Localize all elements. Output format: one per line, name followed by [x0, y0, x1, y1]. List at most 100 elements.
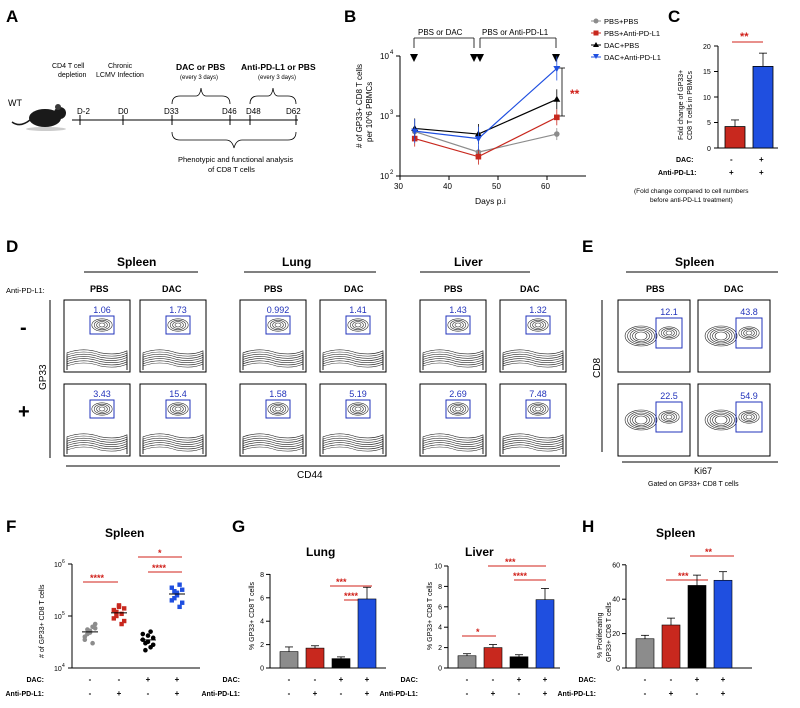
d-tissue-lung: Lung [282, 255, 311, 269]
b-xtick-3: 60 [541, 182, 550, 191]
tp-d33: D33 [164, 107, 179, 116]
h-bars-group [635, 571, 733, 669]
c-pd-label: Anti-PD-L1: [658, 170, 697, 177]
f-points-group [82, 582, 185, 653]
f-dac-label: DAC: [27, 677, 45, 684]
d-facs-minus-4-contour-g3 [447, 318, 469, 332]
event-depletion-2: depletion [58, 72, 87, 79]
e-facs-bottom-0-frame [617, 383, 691, 457]
g-liver-ytick-4: 8 [438, 584, 442, 591]
c-ytick-3: 15 [703, 69, 711, 76]
d-facs-minus-2-contour-5 [242, 351, 304, 370]
tp-d46: D46 [222, 107, 237, 116]
g-lung-sig-0: *** [336, 577, 347, 587]
e-facs-bottom-0-gate [655, 401, 683, 433]
d-yaxis: GP33 [38, 364, 49, 390]
b-legend-1: PBS+Anti-PD-L1 [604, 29, 660, 38]
d-facs-minus-2-gate [265, 315, 291, 335]
f-point-1-9 [122, 606, 127, 611]
d-facs-minus-0-contour-g3 [91, 318, 113, 332]
d-facs-minus-4-contour-2 [422, 358, 484, 370]
tp-dm2: D-2 [77, 107, 90, 116]
treat1-sub: (every 3 days) [180, 75, 218, 81]
d-facs-minus-2-gate-value: 0.992 [267, 305, 290, 315]
d-facs-plus-4-contour-g3 [447, 402, 469, 416]
d-facs-plus-4-contour-2 [422, 442, 484, 454]
c-pd-0: + [729, 168, 734, 177]
c-dac-1: + [759, 155, 764, 164]
d-facs-plus-5-contour-1 [502, 444, 564, 454]
d-facs-plus-2-contour-1 [242, 444, 304, 454]
d-facs-minus-2-contour-1 [242, 360, 304, 370]
d-facs-plus-1-gate-value: 15.4 [169, 389, 187, 399]
mouse-icon [11, 104, 66, 131]
analysis-2: of CD8 T cells [208, 165, 255, 174]
c-significance: ** [740, 31, 749, 43]
c-ytick-0: 0 [707, 146, 711, 153]
e-facs-top-0-contour-a4 [624, 325, 658, 347]
g-liver-ytick-0: 0 [438, 666, 442, 673]
e-facs-top-1-contour-a0 [714, 331, 728, 341]
g-liver-dac-2: + [517, 675, 522, 684]
d-cond-3: DAC [344, 284, 364, 294]
e-facs-bottom-1-contour-a0 [714, 415, 728, 425]
d-facs-plus-4-contour-4 [422, 437, 484, 454]
d-facs-plus-4-contour-6 [422, 433, 484, 454]
f-yexp-2: 4 [62, 663, 65, 669]
b-ytick-0: 10 [380, 52, 389, 61]
e-facs-top-0-contour-a2 [629, 328, 653, 344]
b-point-2-2 [553, 95, 561, 102]
d-facs-minus-4-contour-1 [422, 360, 484, 370]
d-facs-plus-3-gate-value: 5.19 [349, 389, 367, 399]
c-ylabel-2: CD8 T cells in PBMCs [687, 71, 694, 140]
tp-d48: D48 [246, 107, 261, 116]
d-facs-plus-5-contour-4 [502, 437, 564, 454]
b-ytick-1: 10 [380, 112, 389, 121]
d-facs-plus-0-contour-0 [66, 446, 128, 454]
d-facs-minus-0-gate-value: 1.06 [93, 305, 111, 315]
d-facs-plus-0-contour-g1 [96, 405, 108, 413]
g-lung-dac-1: - [314, 675, 317, 684]
g-liver-title: Liver [465, 545, 494, 559]
d-facs-plus-5-contour-g1 [532, 405, 544, 413]
panel-letter-f: F [6, 517, 16, 536]
panel-letter-d: D [6, 237, 18, 256]
d-facs-minus-4-contour-5 [422, 351, 484, 370]
d-row-plus: + [18, 401, 30, 423]
d-xaxis: CD44 [297, 470, 323, 481]
panel-letter-g: G [232, 517, 245, 536]
h-title: Spleen [656, 526, 695, 540]
g-lung-pd-3: + [365, 689, 370, 698]
g-lung-bar-0 [279, 651, 299, 669]
e-facs-bottom-1-contour-a2 [709, 412, 733, 428]
d-facs-minus-4-gate [445, 315, 471, 335]
f-point-1-0 [111, 616, 116, 621]
b-yexp-1: 3 [390, 110, 394, 116]
d-facs-minus-4-contour-6 [422, 349, 484, 370]
d-facs-plus-1-contour-g0 [174, 406, 182, 412]
d-cond-2: PBS [264, 284, 283, 294]
f-point-2-2 [145, 633, 151, 638]
d-facs-minus-3-contour-g0 [354, 322, 362, 328]
f-point-1-5 [111, 607, 116, 613]
d-facs-minus-1: 1.73 [139, 299, 207, 373]
d-facs-minus-2-contour-0 [242, 362, 304, 370]
d-facs-plus-5-contour-2 [502, 442, 564, 454]
d-facs-plus-0-contour-5 [66, 435, 128, 454]
group-rows: DAC: Anti-PD-L1: - - - + + - + + DAC: Anti-PD-L1: - -… [6, 675, 726, 698]
d-facs-plus-1-gate [165, 399, 191, 419]
g-liver-pd-1: + [491, 689, 496, 698]
e-facs-bottom-1-contour-g3 [738, 410, 760, 424]
d-facs-plus-3: 5.19 [319, 383, 387, 457]
h-dac-1: - [670, 675, 673, 684]
g-liver-pd-label: Anti-PD-L1: [380, 691, 419, 698]
d-facs-minus-5-contour-2 [502, 358, 564, 370]
e-facs-bottom-1-contour-g2 [740, 411, 758, 423]
d-facs-plus-3-contour-g2 [349, 403, 367, 415]
f-yexp-1: 5 [62, 611, 65, 617]
d-facs-minus-5-gate-value: 1.32 [529, 305, 547, 315]
e-facs-top-1-contour-g1 [743, 329, 755, 337]
e-facs-bottom-1-gate [735, 401, 763, 433]
panel-f-scatter: Spleen 10 6 10 5 10 4 # of GP33+ CD8 T c… [39, 526, 200, 673]
